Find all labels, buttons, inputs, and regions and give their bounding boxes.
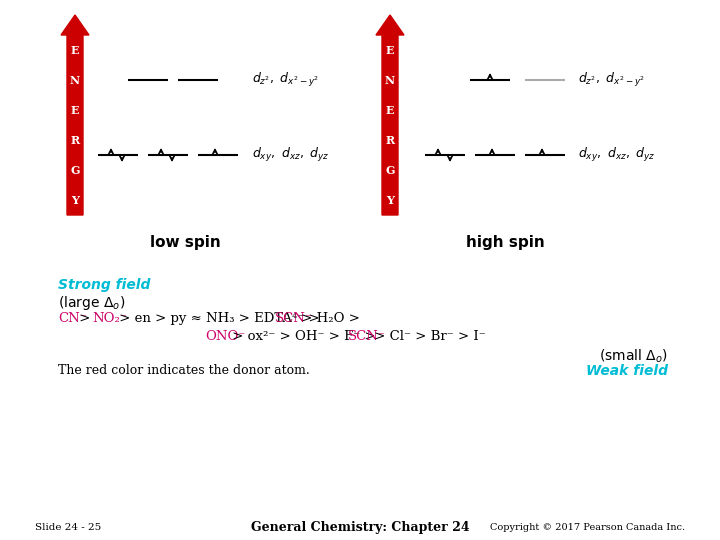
Text: Strong field: Strong field [58, 278, 150, 292]
Text: > en > py ≈ NH₃ > EDTA⁴⁻ >: > en > py ≈ NH₃ > EDTA⁴⁻ > [115, 312, 324, 325]
Polygon shape [376, 15, 404, 215]
Text: Y: Y [386, 194, 394, 206]
Text: Y: Y [71, 194, 79, 206]
Polygon shape [61, 15, 89, 215]
Text: (small $\Delta_o$): (small $\Delta_o$) [599, 348, 668, 366]
Text: N: N [70, 75, 80, 85]
Text: CN⁻: CN⁻ [58, 312, 86, 325]
Text: G: G [385, 165, 395, 176]
Text: (large $\Delta_o$): (large $\Delta_o$) [58, 294, 125, 312]
Text: $d_{xy},\ d_{xz},\ d_{yz}$: $d_{xy},\ d_{xz},\ d_{yz}$ [252, 146, 330, 164]
Text: NO₂⁻: NO₂⁻ [92, 312, 127, 325]
Text: Slide 24 - 25: Slide 24 - 25 [35, 523, 102, 532]
Text: > ox²⁻ > OH⁻ > F⁻ >: > ox²⁻ > OH⁻ > F⁻ > [228, 330, 379, 343]
Text: Weak field: Weak field [586, 364, 668, 378]
Text: >: > [75, 312, 95, 325]
Text: ONO⁻: ONO⁻ [205, 330, 246, 343]
Text: low spin: low spin [150, 234, 220, 249]
Text: SCN⁻: SCN⁻ [274, 312, 312, 325]
Text: E: E [386, 44, 395, 56]
Text: N: N [385, 75, 395, 85]
Text: General Chemistry: Chapter 24: General Chemistry: Chapter 24 [251, 522, 469, 535]
Text: > H₂O >: > H₂O > [297, 312, 360, 325]
Text: E: E [71, 44, 79, 56]
Text: SCN⁻: SCN⁻ [348, 330, 385, 343]
Text: R: R [71, 134, 80, 145]
Text: G: G [71, 165, 80, 176]
Text: $d_{z^2},\ d_{x^2-y^2}$: $d_{z^2},\ d_{x^2-y^2}$ [252, 71, 319, 89]
Text: R: R [385, 134, 395, 145]
Text: Copyright © 2017 Pearson Canada Inc.: Copyright © 2017 Pearson Canada Inc. [490, 523, 685, 532]
Text: $d_{z^2},\ d_{x^2-y^2}$: $d_{z^2},\ d_{x^2-y^2}$ [578, 71, 645, 89]
Text: The red color indicates the donor atom.: The red color indicates the donor atom. [58, 364, 310, 377]
Text: E: E [71, 105, 79, 116]
Text: E: E [386, 105, 395, 116]
Text: $d_{xy},\ d_{xz},\ d_{yz}$: $d_{xy},\ d_{xz},\ d_{yz}$ [578, 146, 655, 164]
Text: high spin: high spin [466, 234, 544, 249]
Text: > Cl⁻ > Br⁻ > I⁻: > Cl⁻ > Br⁻ > I⁻ [370, 330, 486, 343]
